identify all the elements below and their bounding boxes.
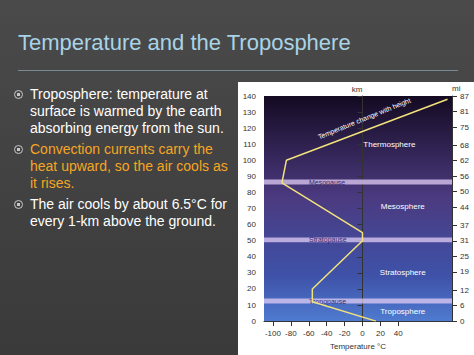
- svg-text:Stratosphere: Stratosphere: [380, 268, 426, 277]
- svg-text:Stratopause: Stratopause: [309, 236, 347, 244]
- svg-text:90: 90: [247, 172, 256, 181]
- svg-text:Tropopause: Tropopause: [309, 298, 346, 306]
- svg-text:-40: -40: [321, 329, 333, 338]
- svg-text:Mesosphere: Mesosphere: [381, 202, 426, 211]
- svg-text:40: 40: [394, 329, 403, 338]
- svg-text:130: 130: [243, 108, 257, 117]
- svg-text:37: 37: [460, 221, 469, 230]
- svg-text:40: 40: [247, 252, 256, 261]
- svg-text:87: 87: [460, 92, 469, 101]
- svg-text:25: 25: [460, 252, 469, 261]
- svg-text:44: 44: [460, 203, 469, 212]
- svg-text:30: 30: [247, 268, 256, 277]
- svg-text:20: 20: [247, 284, 256, 293]
- svg-text:Troposphere: Troposphere: [380, 307, 426, 316]
- svg-text:60: 60: [247, 220, 256, 229]
- svg-text:80: 80: [247, 188, 256, 197]
- svg-text:-80: -80: [285, 329, 297, 338]
- html-text:Temperature and the Tropospher: Temperature and the Troposphere: [18, 30, 351, 55]
- svg-text:50: 50: [460, 187, 469, 196]
- svg-text:100: 100: [243, 156, 257, 165]
- svg-text:-60: -60: [303, 329, 315, 338]
- svg-text:140: 140: [243, 92, 257, 101]
- svg-text:56: 56: [460, 172, 469, 181]
- svg-text:0: 0: [360, 329, 365, 338]
- svg-text:68: 68: [460, 141, 469, 150]
- svg-text:Thermosphere: Thermosphere: [363, 140, 416, 149]
- svg-text:6: 6: [460, 301, 465, 310]
- svg-text:50: 50: [247, 236, 256, 245]
- html-text:Troposphere: temperature at su: Troposphere: temperature at surface is w…: [30, 86, 224, 136]
- svg-text:70: 70: [247, 204, 256, 213]
- svg-text:Temperature °C: Temperature °C: [330, 342, 386, 351]
- svg-text:12: 12: [460, 286, 469, 295]
- svg-text:62: 62: [460, 156, 469, 165]
- svg-text:110: 110: [243, 140, 256, 149]
- html-text:The air cools by about 6.5°C f: The air cools by about 6.5°C for every 1…: [30, 196, 227, 229]
- svg-text:Temperature change with height: Temperature change with height: [317, 97, 412, 142]
- svg-text:20: 20: [376, 329, 385, 338]
- svg-text:0: 0: [252, 317, 257, 326]
- svg-text:mi: mi: [452, 83, 461, 93]
- svg-text:0: 0: [460, 317, 465, 326]
- svg-text:km: km: [352, 85, 363, 94]
- svg-text:-100: -100: [265, 329, 282, 338]
- svg-text:10: 10: [247, 301, 256, 310]
- svg-text:31: 31: [460, 236, 469, 245]
- html-text:Convection currents carry the: Convection currents carry the heat upwar…: [30, 141, 228, 191]
- svg-text:75: 75: [460, 123, 469, 132]
- svg-text:120: 120: [243, 124, 257, 133]
- svg-text:19: 19: [460, 267, 469, 276]
- svg-text:Mesopause: Mesopause: [309, 179, 345, 187]
- svg-text:81: 81: [460, 107, 469, 116]
- svg-text:-20: -20: [339, 329, 351, 338]
